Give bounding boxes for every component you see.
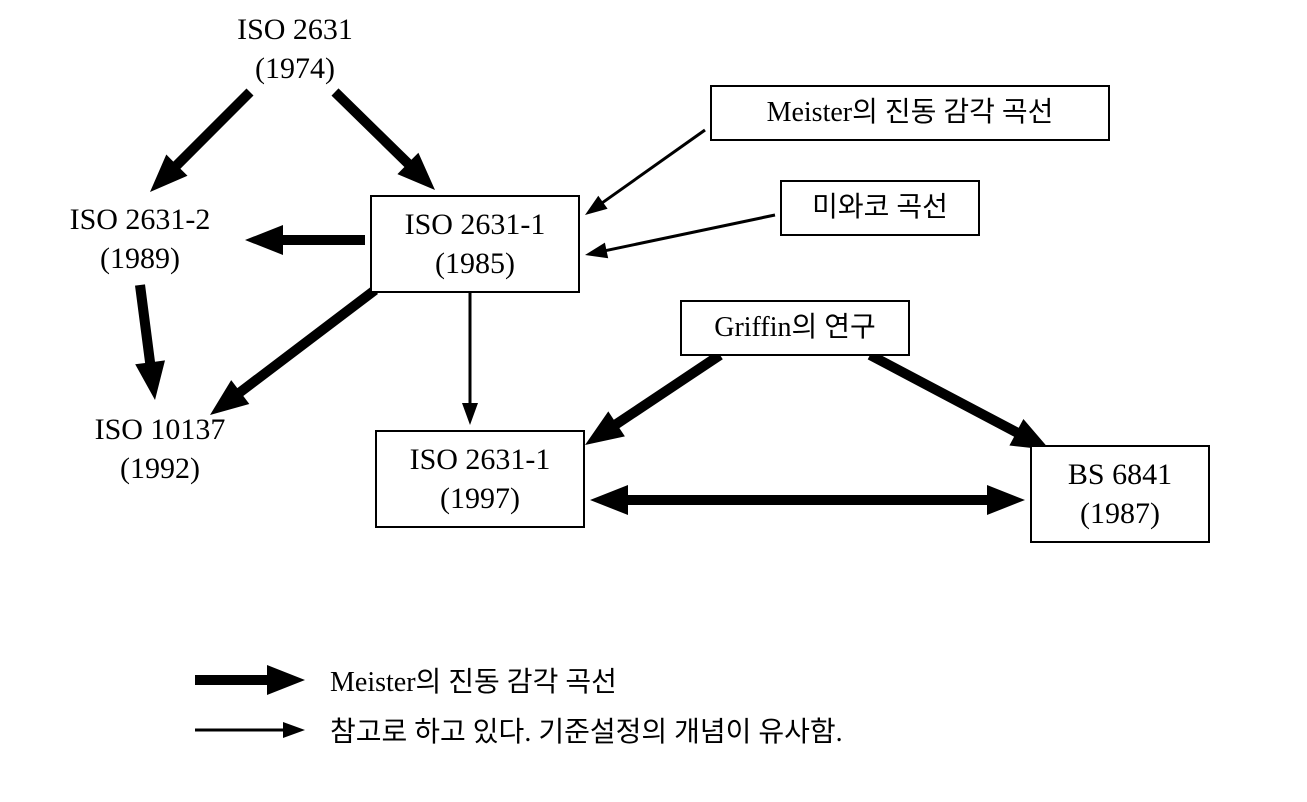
node-label-line2: (1974) — [195, 49, 395, 88]
legend-thick-arrow-icon — [190, 665, 310, 695]
flowchart-diagram: ISO 2631(1974) ISO 2631-2(1989) ISO 2631-1… — [0, 0, 1307, 802]
legend-row: Meister의 진동 감각 곡선 — [190, 660, 843, 700]
edge-iso2631_2_1989-to-iso10137_1992 — [135, 284, 165, 400]
legend-label: Meister의 진동 감각 곡선 — [330, 660, 617, 700]
edge-griffin_research-to-bs6841_1987 — [868, 351, 1050, 450]
node-label-line1: Meister의 진동 감각 곡선 — [726, 95, 1094, 131]
node-iso2631_1_1997: ISO 2631-1(1997) — [375, 430, 585, 528]
node-iso2631_1974: ISO 2631(1974) — [195, 10, 395, 88]
node-label-line1: ISO 2631-1 — [391, 440, 569, 479]
edge-iso2631_1_1997-to-bs6841_1987 — [590, 485, 1025, 515]
edge-griffin_research-to-iso2631_1_1997 — [585, 351, 723, 445]
node-label-line1: ISO 10137 — [60, 410, 260, 449]
legend-thin-arrow-icon — [190, 715, 310, 745]
legend-row: 참고로 하고 있다. 기준설정의 개념이 유사함. — [190, 710, 843, 750]
node-label-line1: Griffin의 연구 — [696, 310, 894, 346]
node-label-line1: BS 6841 — [1046, 455, 1194, 494]
edge-iso2631_1_1985-to-iso2631_1_1997 — [462, 290, 478, 425]
edge-iso2631_1_1985-to-iso2631_2_1989 — [245, 225, 365, 255]
legend-label: 참고로 하고 있다. 기준설정의 개념이 유사함. — [330, 710, 843, 750]
edge-iso2631_1974-to-iso2631_1_1985 — [332, 88, 436, 190]
node-iso2631_2_1989: ISO 2631-2(1989) — [40, 200, 240, 278]
node-iso10137_1992: ISO 10137(1992) — [60, 410, 260, 488]
node-label-line2: (1985) — [386, 244, 564, 283]
node-label-line2: (1992) — [60, 449, 260, 488]
legend: Meister의 진동 감각 곡선참고로 하고 있다. 기준설정의 개념이 유사… — [190, 660, 843, 760]
edge-meister_curve-to-iso2631_1_1985 — [585, 129, 706, 215]
node-label-line1: ISO 2631-1 — [386, 205, 564, 244]
node-miwako_curve: 미와코 곡선 — [780, 180, 980, 236]
node-label-line1: ISO 2631 — [195, 10, 395, 49]
node-label-line1: ISO 2631-2 — [40, 200, 240, 239]
node-label-line1: 미와코 곡선 — [796, 190, 964, 226]
node-label-line2: (1989) — [40, 239, 240, 278]
node-label-line2: (1997) — [391, 479, 569, 518]
edge-miwako_curve-to-iso2631_1_1985 — [585, 214, 775, 259]
node-bs6841_1987: BS 6841(1987) — [1030, 445, 1210, 543]
node-label-line2: (1987) — [1046, 494, 1194, 533]
edge-iso2631_1_1985-to-iso10137_1992 — [210, 286, 378, 415]
node-griffin_research: Griffin의 연구 — [680, 300, 910, 356]
node-iso2631_1_1985: ISO 2631-1(1985) — [370, 195, 580, 293]
edge-iso2631_1974-to-iso2631_2_1989 — [150, 89, 254, 193]
node-meister_curve: Meister의 진동 감각 곡선 — [710, 85, 1110, 141]
